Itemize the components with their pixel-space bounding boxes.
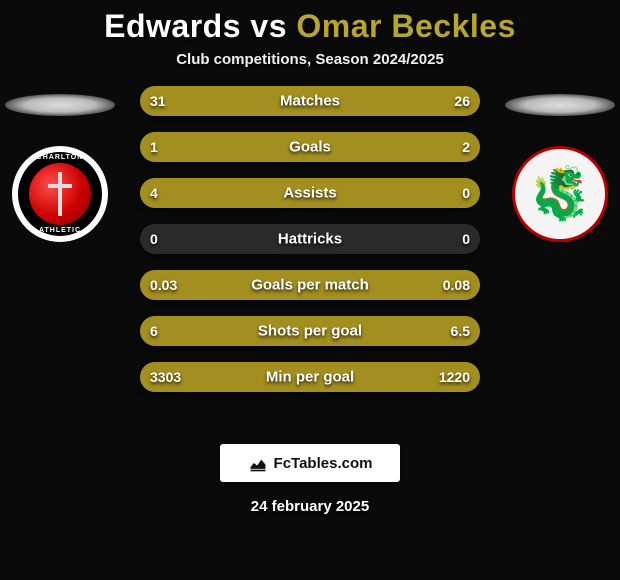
stat-bar: 1 2 Goals — [140, 132, 480, 162]
stat-bar: 6 6.5 Shots per goal — [140, 316, 480, 346]
chart-icon — [248, 453, 268, 473]
team-crest-right: 🐉 — [512, 146, 608, 242]
crest-left-bottom-text: ATHLETIC — [39, 227, 81, 234]
site-logo[interactable]: FcTables.com — [220, 444, 400, 482]
stat-value-right: 6.5 — [451, 323, 470, 339]
subtitle: Club competitions, Season 2024/2025 — [0, 51, 620, 68]
dragon-icon: 🐉 — [528, 168, 593, 220]
crest-left-top-text: CHARLTON — [37, 154, 84, 161]
stat-bar: 31 26 Matches — [140, 86, 480, 116]
stat-bar: 3303 1220 Min per goal — [140, 362, 480, 392]
stat-value-left: 0.03 — [150, 277, 177, 293]
stat-label: Shots per goal — [258, 323, 362, 340]
right-side: 🐉 — [500, 86, 620, 242]
stat-value-right: 1220 — [439, 369, 470, 385]
stat-value-right: 0 — [462, 185, 470, 201]
stat-label: Goals per match — [251, 277, 369, 294]
page-title: Edwards vs Omar Beckles — [0, 0, 620, 45]
stat-bar: 0.03 0.08 Goals per match — [140, 270, 480, 300]
date-text: 24 february 2025 — [0, 498, 620, 515]
stat-value-left: 4 — [150, 185, 158, 201]
stat-bar: 0 0 Hattricks — [140, 224, 480, 254]
stat-value-left: 3303 — [150, 369, 181, 385]
stat-fill-right — [252, 132, 480, 162]
shadow-ellipse-right — [505, 94, 615, 116]
stat-value-right: 2 — [462, 139, 470, 155]
stat-label: Hattricks — [278, 231, 342, 248]
stat-label: Matches — [280, 93, 340, 110]
team-crest-left: CHARLTON ATHLETIC — [12, 146, 108, 242]
stat-value-right: 0 — [462, 231, 470, 247]
stat-value-left: 1 — [150, 139, 158, 155]
title-player1: Edwards — [104, 8, 241, 44]
crest-left-inner — [29, 163, 91, 225]
sword-icon — [58, 172, 62, 216]
stat-bar: 4 0 Assists — [140, 178, 480, 208]
stat-value-right: 0.08 — [443, 277, 470, 293]
title-vs: vs — [241, 8, 296, 44]
title-player2: Omar Beckles — [296, 8, 515, 44]
stat-value-right: 26 — [454, 93, 470, 109]
left-side: CHARLTON ATHLETIC — [0, 86, 120, 242]
comparison-panel: CHARLTON ATHLETIC 🐉 31 26 Matches 1 2 Goals 4 0… — [0, 86, 620, 426]
stat-label: Goals — [289, 139, 331, 156]
stat-label: Assists — [283, 185, 336, 202]
shadow-ellipse-left — [5, 94, 115, 116]
stat-value-left: 0 — [150, 231, 158, 247]
site-logo-text: FcTables.com — [274, 455, 373, 472]
stat-label: Min per goal — [266, 369, 354, 386]
stat-bars: 31 26 Matches 1 2 Goals 4 0 Assists 0 0 Hattricks 0.… — [140, 86, 480, 392]
stat-value-left: 31 — [150, 93, 166, 109]
stat-value-left: 6 — [150, 323, 158, 339]
